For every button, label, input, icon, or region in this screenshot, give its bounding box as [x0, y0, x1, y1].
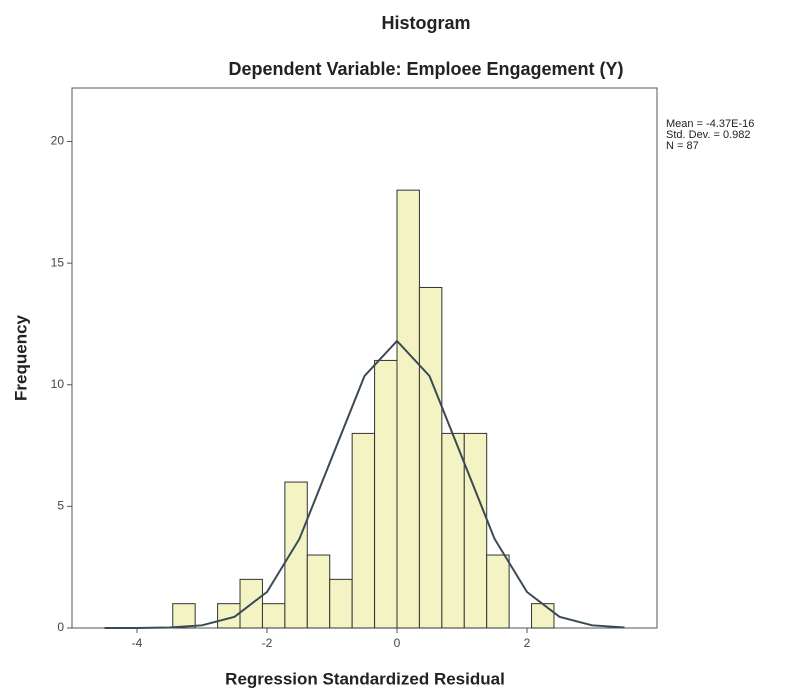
chart-title: Histogram	[381, 13, 470, 33]
stats-annotation: Std. Dev. = 0.982	[666, 129, 751, 141]
bar	[306, 554, 331, 629]
chart-subtitle: Dependent Variable: Emploee Engagement (…	[228, 59, 623, 79]
bar	[284, 481, 308, 629]
y-tick-label: 0	[57, 620, 64, 634]
y-tick-label: 15	[51, 255, 65, 269]
stats-annotation: Mean = -4.37E-16	[666, 118, 754, 130]
bar	[261, 603, 286, 629]
x-tick-label: 2	[524, 636, 531, 650]
bar	[374, 359, 398, 629]
stats-annotation: N = 87	[666, 140, 699, 152]
bar	[351, 432, 376, 629]
x-tick-label: -4	[132, 636, 143, 650]
bar	[172, 603, 196, 629]
normal-curve	[104, 339, 625, 629]
bar	[441, 432, 465, 629]
bar	[486, 554, 510, 629]
y-tick-label: 10	[51, 377, 65, 391]
bar	[396, 189, 420, 629]
bar	[329, 578, 353, 629]
bar	[531, 603, 555, 629]
x-tick-label: -2	[262, 636, 273, 650]
y-tick-label: 5	[57, 499, 64, 513]
bar	[463, 432, 488, 629]
x-tick-label: 0	[394, 636, 401, 650]
y-tick-label: 20	[51, 134, 65, 148]
y-axis-label: Frequency	[11, 314, 30, 401]
bar	[418, 286, 443, 629]
x-axis-label: Regression Standardized Residual	[225, 669, 505, 688]
